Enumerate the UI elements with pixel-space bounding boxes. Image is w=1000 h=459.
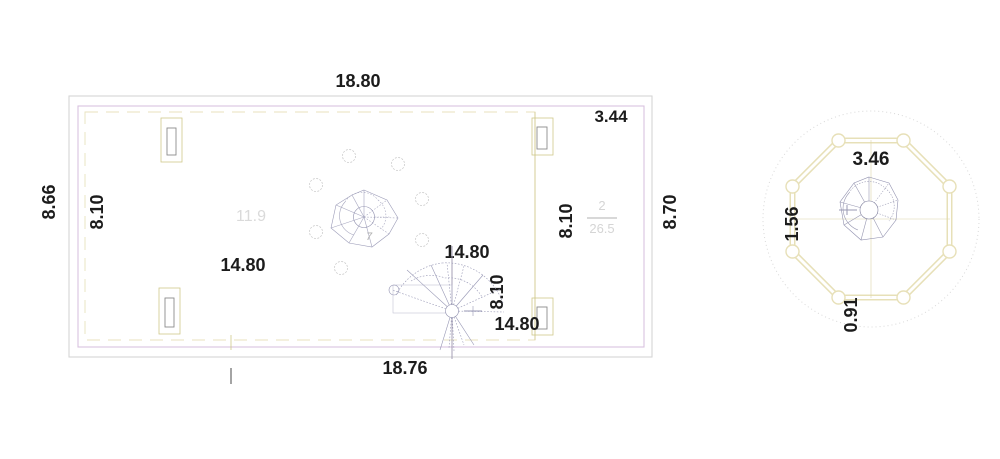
svg-text:26.5: 26.5 xyxy=(589,221,614,236)
svg-text:2: 2 xyxy=(598,198,605,213)
svg-text:1.56: 1.56 xyxy=(782,206,802,241)
svg-text:18.80: 18.80 xyxy=(335,71,380,91)
svg-text:18.76: 18.76 xyxy=(382,358,427,378)
svg-text:8.70: 8.70 xyxy=(660,194,680,229)
svg-text:8.66: 8.66 xyxy=(39,184,59,219)
svg-text:8.10: 8.10 xyxy=(87,194,107,229)
svg-text:3.46: 3.46 xyxy=(853,149,890,170)
svg-text:14.80: 14.80 xyxy=(494,314,539,334)
svg-text:11.9: 11.9 xyxy=(236,208,266,225)
svg-text:14.80: 14.80 xyxy=(220,255,265,275)
svg-text:7: 7 xyxy=(366,231,373,243)
svg-text:0.91: 0.91 xyxy=(841,297,861,332)
svg-text:3.44: 3.44 xyxy=(594,107,628,126)
svg-text:8.10: 8.10 xyxy=(556,203,576,238)
svg-text:14.80: 14.80 xyxy=(444,242,489,262)
svg-text:8.10: 8.10 xyxy=(487,274,507,309)
